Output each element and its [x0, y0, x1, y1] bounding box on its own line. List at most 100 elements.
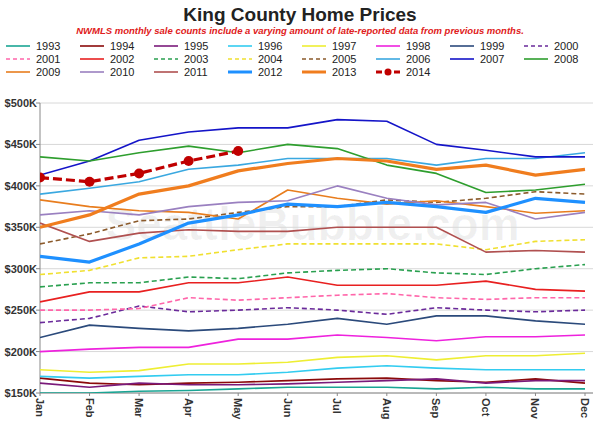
- legend-swatch: [228, 58, 252, 60]
- tick-mark: [386, 393, 387, 396]
- grid-line: [40, 185, 593, 186]
- tick-mark: [485, 393, 486, 396]
- x-tick-label: Jun: [282, 398, 294, 418]
- series-line: [40, 277, 585, 302]
- series-line: [40, 153, 585, 194]
- legend-swatch: [80, 58, 104, 60]
- legend-label: 2010: [110, 66, 134, 78]
- chart: SeattleBubble.comKing County Home Prices…: [0, 0, 600, 436]
- legend-swatch: [376, 58, 400, 60]
- legend-swatch: [228, 45, 252, 47]
- tick-label: $450K: [5, 138, 37, 150]
- legend-swatch: [524, 45, 548, 47]
- grid-line: [40, 227, 593, 228]
- legend-label: 2000: [554, 40, 578, 52]
- subtitle: NWMLS monthly sale counts include a vary…: [76, 25, 524, 36]
- tick-mark: [40, 393, 41, 396]
- x-tick-label: Apr: [183, 398, 195, 418]
- tick-label: $200K: [5, 346, 37, 358]
- marker: [40, 173, 45, 183]
- tick-label: $400K: [5, 180, 37, 192]
- legend-swatch: [154, 58, 178, 60]
- marker: [184, 156, 194, 166]
- marker: [233, 146, 243, 156]
- legend-label: 1993: [36, 40, 60, 52]
- legend-marker: [385, 69, 392, 76]
- legend-label: 1998: [406, 40, 430, 52]
- legend-swatch: [80, 45, 104, 47]
- tick-label: $300K: [5, 263, 37, 275]
- legend-swatch: [376, 45, 400, 47]
- title: King County Home Prices: [183, 4, 416, 25]
- tick-label: $250K: [5, 304, 37, 316]
- tick-mark: [238, 393, 239, 396]
- series-line: [40, 120, 585, 176]
- x-tick-label: Aug: [381, 398, 393, 419]
- legend-swatch: [302, 58, 326, 60]
- x-tick-label: Dec: [579, 398, 591, 418]
- series-line: [40, 294, 585, 311]
- legend-label: 1996: [258, 40, 282, 52]
- legend-swatch: [302, 45, 326, 47]
- legend-label: 1995: [184, 40, 208, 52]
- legend-swatch: [228, 71, 252, 74]
- legend-label: 2009: [36, 66, 60, 78]
- tick-mark: [89, 393, 90, 396]
- y-axis: [40, 103, 41, 393]
- legend-swatch: [302, 71, 326, 74]
- x-tick-label: Nov: [529, 398, 541, 420]
- series-line: [40, 240, 585, 275]
- legend-swatch: [154, 45, 178, 47]
- legend-swatch: [524, 58, 548, 60]
- legend-label: 2003: [184, 53, 208, 65]
- legend-label: 2007: [480, 53, 504, 65]
- series-line: [40, 387, 585, 393]
- legend-label: 2004: [258, 53, 282, 65]
- legend-label: 2006: [406, 53, 430, 65]
- series-line: [40, 265, 585, 287]
- legend-label: 2012: [258, 66, 282, 78]
- legend-label: 1994: [110, 40, 134, 52]
- grid-line: [40, 103, 593, 104]
- series-line: [40, 316, 585, 338]
- series-line: [40, 159, 585, 228]
- x-tick-label: May: [232, 398, 244, 420]
- legend-swatch: [80, 71, 104, 73]
- legend-label: 1999: [480, 40, 504, 52]
- legend-label: 2013: [332, 66, 356, 78]
- legend-swatch: [154, 71, 178, 73]
- tick-mark: [139, 393, 140, 396]
- series-line: [40, 198, 585, 262]
- legend-swatch: [6, 58, 30, 60]
- tick-mark: [585, 393, 586, 396]
- tick-mark: [188, 393, 189, 396]
- tick-label: $500K: [5, 97, 37, 109]
- legend-label: 2008: [554, 53, 578, 65]
- legend-label: 2011: [184, 66, 208, 78]
- grid-line: [40, 268, 593, 269]
- series-line: [40, 335, 585, 352]
- series-line: [40, 353, 585, 372]
- legend-label: 2001: [36, 53, 60, 65]
- grid-line: [40, 351, 593, 352]
- legend-label: 2014: [406, 66, 430, 78]
- x-tick-label: Jan: [34, 398, 46, 417]
- x-tick-label: Mar: [133, 398, 145, 418]
- tick-mark: [287, 393, 288, 396]
- x-tick-label: Oct: [480, 398, 492, 417]
- series-line: [40, 223, 585, 252]
- marker: [134, 168, 144, 178]
- grid-line: [40, 144, 593, 145]
- tick-label: $350K: [5, 221, 37, 233]
- x-tick-label: Sep: [430, 398, 442, 418]
- tick-label: $150K: [5, 387, 37, 399]
- series-line: [40, 379, 585, 387]
- legend-swatch: [6, 45, 30, 47]
- legend-label: 2002: [110, 53, 134, 65]
- legend-swatch: [6, 71, 30, 73]
- tick-mark: [535, 393, 536, 396]
- x-tick-label: Jul: [331, 398, 343, 414]
- legend-swatch: [450, 45, 474, 47]
- tick-mark: [337, 393, 338, 396]
- x-tick-label: Feb: [84, 398, 96, 418]
